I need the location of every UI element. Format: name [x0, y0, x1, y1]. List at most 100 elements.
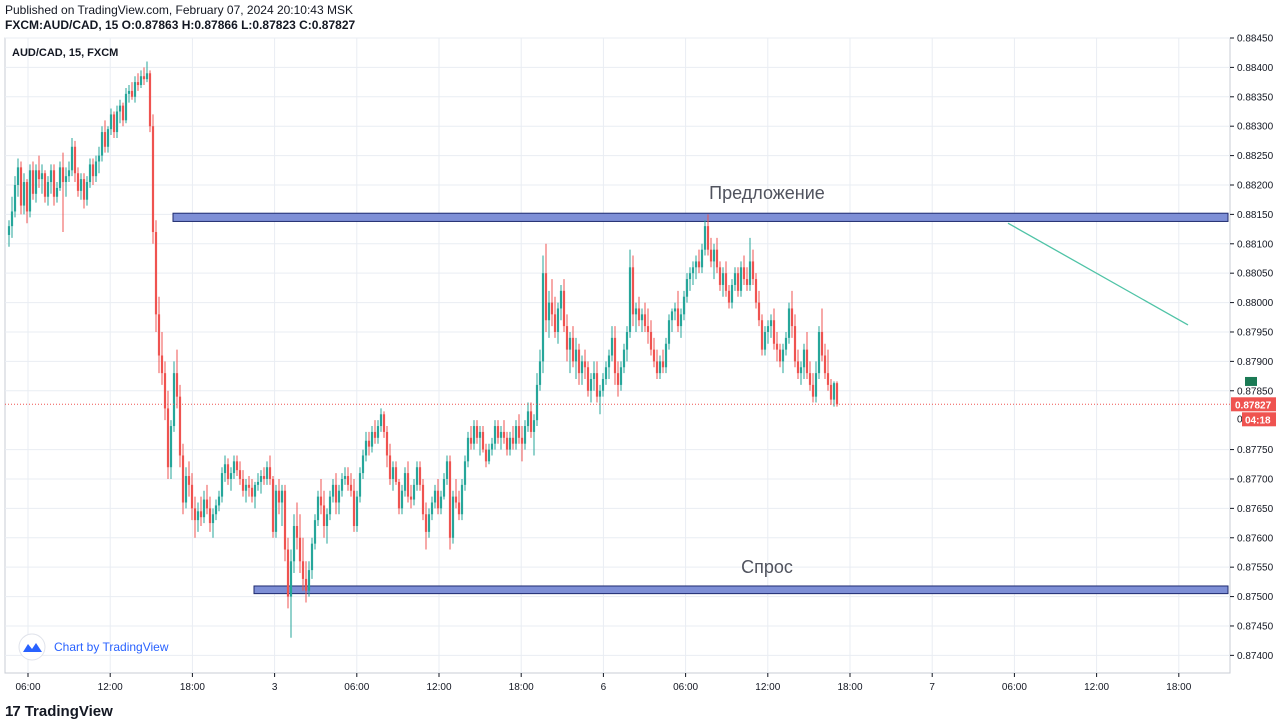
zone-supply[interactable]	[172, 212, 1229, 222]
candle-body	[358, 473, 362, 497]
candle-body	[190, 484, 194, 509]
candle-body	[601, 379, 605, 391]
y-tick-label: 0.88300	[1237, 122, 1274, 133]
candle-body	[166, 408, 170, 468]
candle-body	[271, 478, 275, 532]
candle-body	[751, 261, 755, 280]
candle-body	[202, 499, 206, 518]
trend-line[interactable]	[1007, 222, 1189, 326]
candle-body	[703, 226, 707, 250]
candle-body	[7, 226, 11, 235]
candle-body	[91, 164, 95, 177]
candle-body	[379, 414, 383, 427]
candle-body	[223, 464, 227, 474]
candle-body	[115, 111, 119, 133]
candle-body	[493, 426, 497, 444]
footer-logo-text: TradingView	[24, 703, 113, 720]
candle-body	[424, 514, 428, 532]
candle-body	[178, 396, 182, 456]
candle-body	[61, 167, 65, 183]
candle-body	[340, 478, 344, 491]
candle-body	[613, 337, 617, 374]
candle-body	[181, 455, 185, 503]
candle-body	[568, 337, 572, 350]
y-tick-label: 0.87850	[1237, 386, 1274, 397]
symbol-label: AUD/CAD, 15, FXCM	[12, 47, 118, 59]
candle-body	[565, 326, 569, 350]
candle-body	[769, 320, 773, 327]
candle-body	[826, 373, 830, 385]
candle-body	[694, 261, 698, 268]
candle-body	[373, 431, 377, 438]
zone-demand[interactable]	[253, 585, 1229, 595]
chart-pane[interactable]	[4, 37, 1231, 674]
price-axis[interactable]: 0.88450 0.88400 0.88350 0.88300 0.88250 0.882…	[1230, 34, 1274, 662]
candle-body	[628, 267, 632, 332]
candle-body	[700, 249, 704, 268]
x-tick-label: 18:00	[837, 682, 862, 693]
candle-body	[22, 182, 26, 206]
candle-body	[772, 320, 776, 344]
candle-body	[28, 170, 32, 212]
candle-body	[130, 90, 134, 97]
candle-body	[55, 187, 59, 197]
time-axis[interactable]: 06:00 12:00 18:00 3 06:00 12:00 18:00 6 06:00 12:…	[15, 673, 1192, 693]
candle-body	[634, 308, 638, 315]
candle-body	[262, 476, 266, 479]
candle-body	[289, 561, 293, 597]
candle-body	[712, 249, 716, 262]
candle-body	[436, 490, 440, 509]
candle-body	[370, 431, 374, 447]
grid	[5, 37, 1230, 673]
candle-body	[235, 461, 239, 471]
candle-body	[247, 484, 251, 488]
flag-marker[interactable]	[1245, 376, 1257, 386]
candle-body	[337, 490, 341, 503]
candle-body	[454, 496, 458, 503]
y-tick-label: 0.87500	[1237, 592, 1274, 603]
candle-body	[649, 331, 653, 350]
candle-body	[295, 526, 299, 538]
candle-body	[292, 526, 296, 562]
candle-body	[382, 414, 386, 432]
candle-body	[475, 426, 479, 438]
candle-body	[160, 355, 164, 374]
candle-body	[100, 132, 104, 156]
candle-body	[661, 361, 665, 368]
candle-body	[418, 467, 422, 485]
candle-body	[748, 261, 752, 285]
candle-body	[331, 484, 335, 497]
candle-body	[469, 437, 473, 444]
candle-body	[397, 481, 401, 509]
x-tick-label: 6	[601, 682, 607, 693]
candle-body	[328, 496, 332, 515]
candle-body	[724, 273, 728, 291]
candle-body	[547, 302, 551, 321]
candle-body	[520, 437, 524, 444]
zones[interactable]: Предложение Спрос	[172, 183, 1229, 595]
candle-body	[577, 349, 581, 374]
candle-body	[592, 373, 596, 380]
candle-body	[241, 478, 245, 491]
x-tick-label: 7	[929, 682, 935, 693]
candle-body	[697, 261, 701, 268]
candle-body	[316, 496, 320, 521]
candle-body	[349, 484, 353, 491]
candle-body	[217, 496, 221, 506]
candle-body	[169, 426, 173, 468]
candle-body	[481, 431, 485, 450]
overlays[interactable]: 0.87827 0 04:18	[5, 222, 1276, 427]
candle-body	[409, 496, 413, 500]
candle-body	[13, 184, 17, 212]
candle-body	[133, 82, 137, 97]
candle-body	[430, 502, 434, 515]
y-tick-label: 0.87900	[1237, 357, 1274, 368]
candle-body	[529, 411, 533, 432]
candle-body	[70, 146, 74, 171]
candle-body	[466, 437, 470, 462]
candle-body	[580, 361, 584, 374]
watermark[interactable]: Chart by TradingView	[18, 633, 169, 661]
candle-body	[124, 93, 128, 121]
candle-body	[46, 182, 50, 197]
